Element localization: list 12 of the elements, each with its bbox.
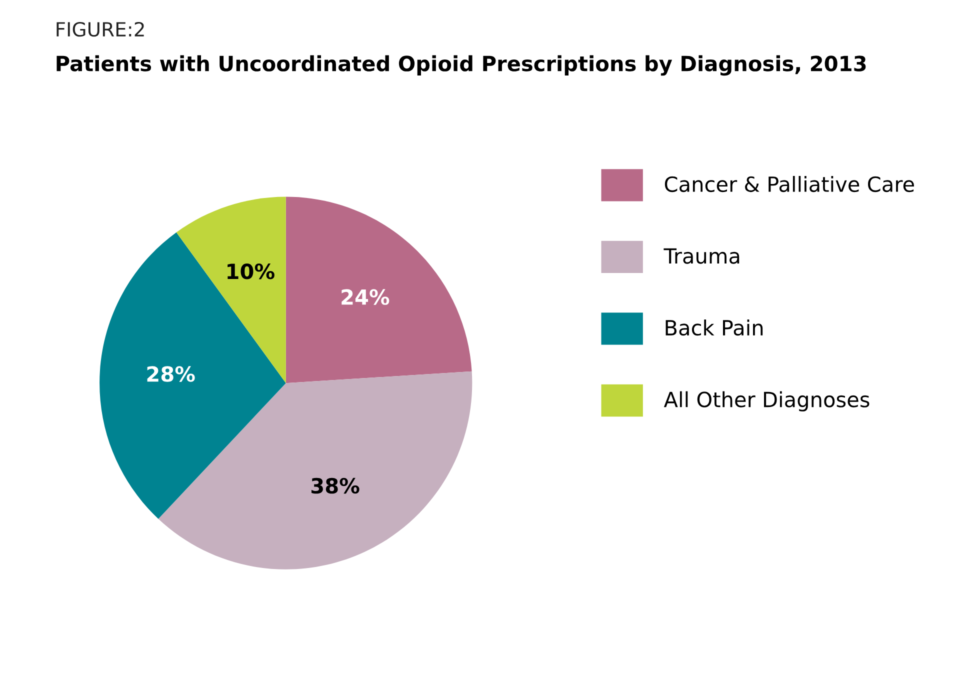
chart-subtitle: Patients with Uncoordinated Opioid Prescriptions by Diagnosis, 2013 [56, 55, 866, 76]
data-label: 24% [342, 289, 390, 305]
data-label: 10% [228, 264, 274, 280]
legend-label: Trauma [664, 248, 740, 264]
pie-slice [100, 232, 286, 519]
legend-label: Cancer & Palliative Care [664, 176, 914, 192]
legend-label: Back Pain [666, 319, 763, 336]
pie-slice [286, 196, 472, 384]
chart-title: FIGURE:2 [56, 22, 144, 37]
data-label: 28% [147, 366, 195, 382]
legend-label: All Other Diagnoses [664, 391, 870, 412]
data-label: 38% [312, 478, 360, 494]
